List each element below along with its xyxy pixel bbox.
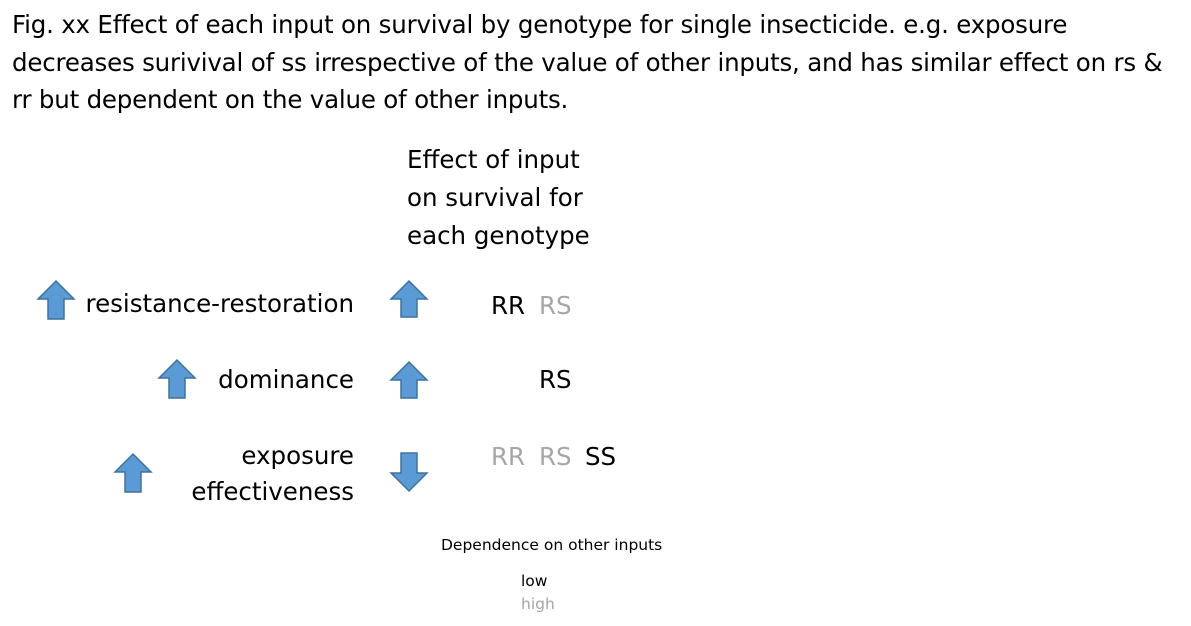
genotype-rr: RR: [491, 442, 526, 471]
input-label-resistance-restoration: resistance-restoration: [85, 289, 354, 318]
effect-up-arrow-icon: [389, 279, 429, 318]
input-label-exposure-effectiveness: exposure effectiveness: [150, 438, 354, 510]
input-label-line-1: exposure: [241, 441, 354, 470]
input-up-arrow-icon: [113, 452, 153, 493]
genotype-rs: RS: [539, 442, 572, 471]
effect-up-arrow-icon: [389, 360, 429, 399]
effect-down-arrow-icon: [389, 452, 429, 493]
input-label-dominance: dominance: [218, 365, 354, 394]
effect-heading: Effect of input on survival for each gen…: [407, 141, 627, 255]
genotype-rs: RS: [539, 365, 572, 394]
input-up-arrow-icon: [157, 358, 197, 399]
input-label-line-2: effectiveness: [191, 477, 354, 506]
genotype-rs: RS: [539, 291, 572, 320]
legend-title: Dependence on other inputs: [441, 536, 663, 554]
effect-heading-line-3: each genotype: [407, 221, 590, 250]
legend-high: high: [521, 595, 555, 613]
genotype-rr: RR: [491, 291, 526, 320]
genotype-ss: SS: [585, 442, 617, 471]
effect-heading-line-2: on survival for: [407, 183, 583, 212]
effect-heading-line-1: Effect of input: [407, 145, 580, 174]
legend-low: low: [521, 572, 548, 590]
input-up-arrow-icon: [36, 279, 76, 320]
figure-caption: Fig. xx Effect of each input on survival…: [12, 10, 1163, 114]
